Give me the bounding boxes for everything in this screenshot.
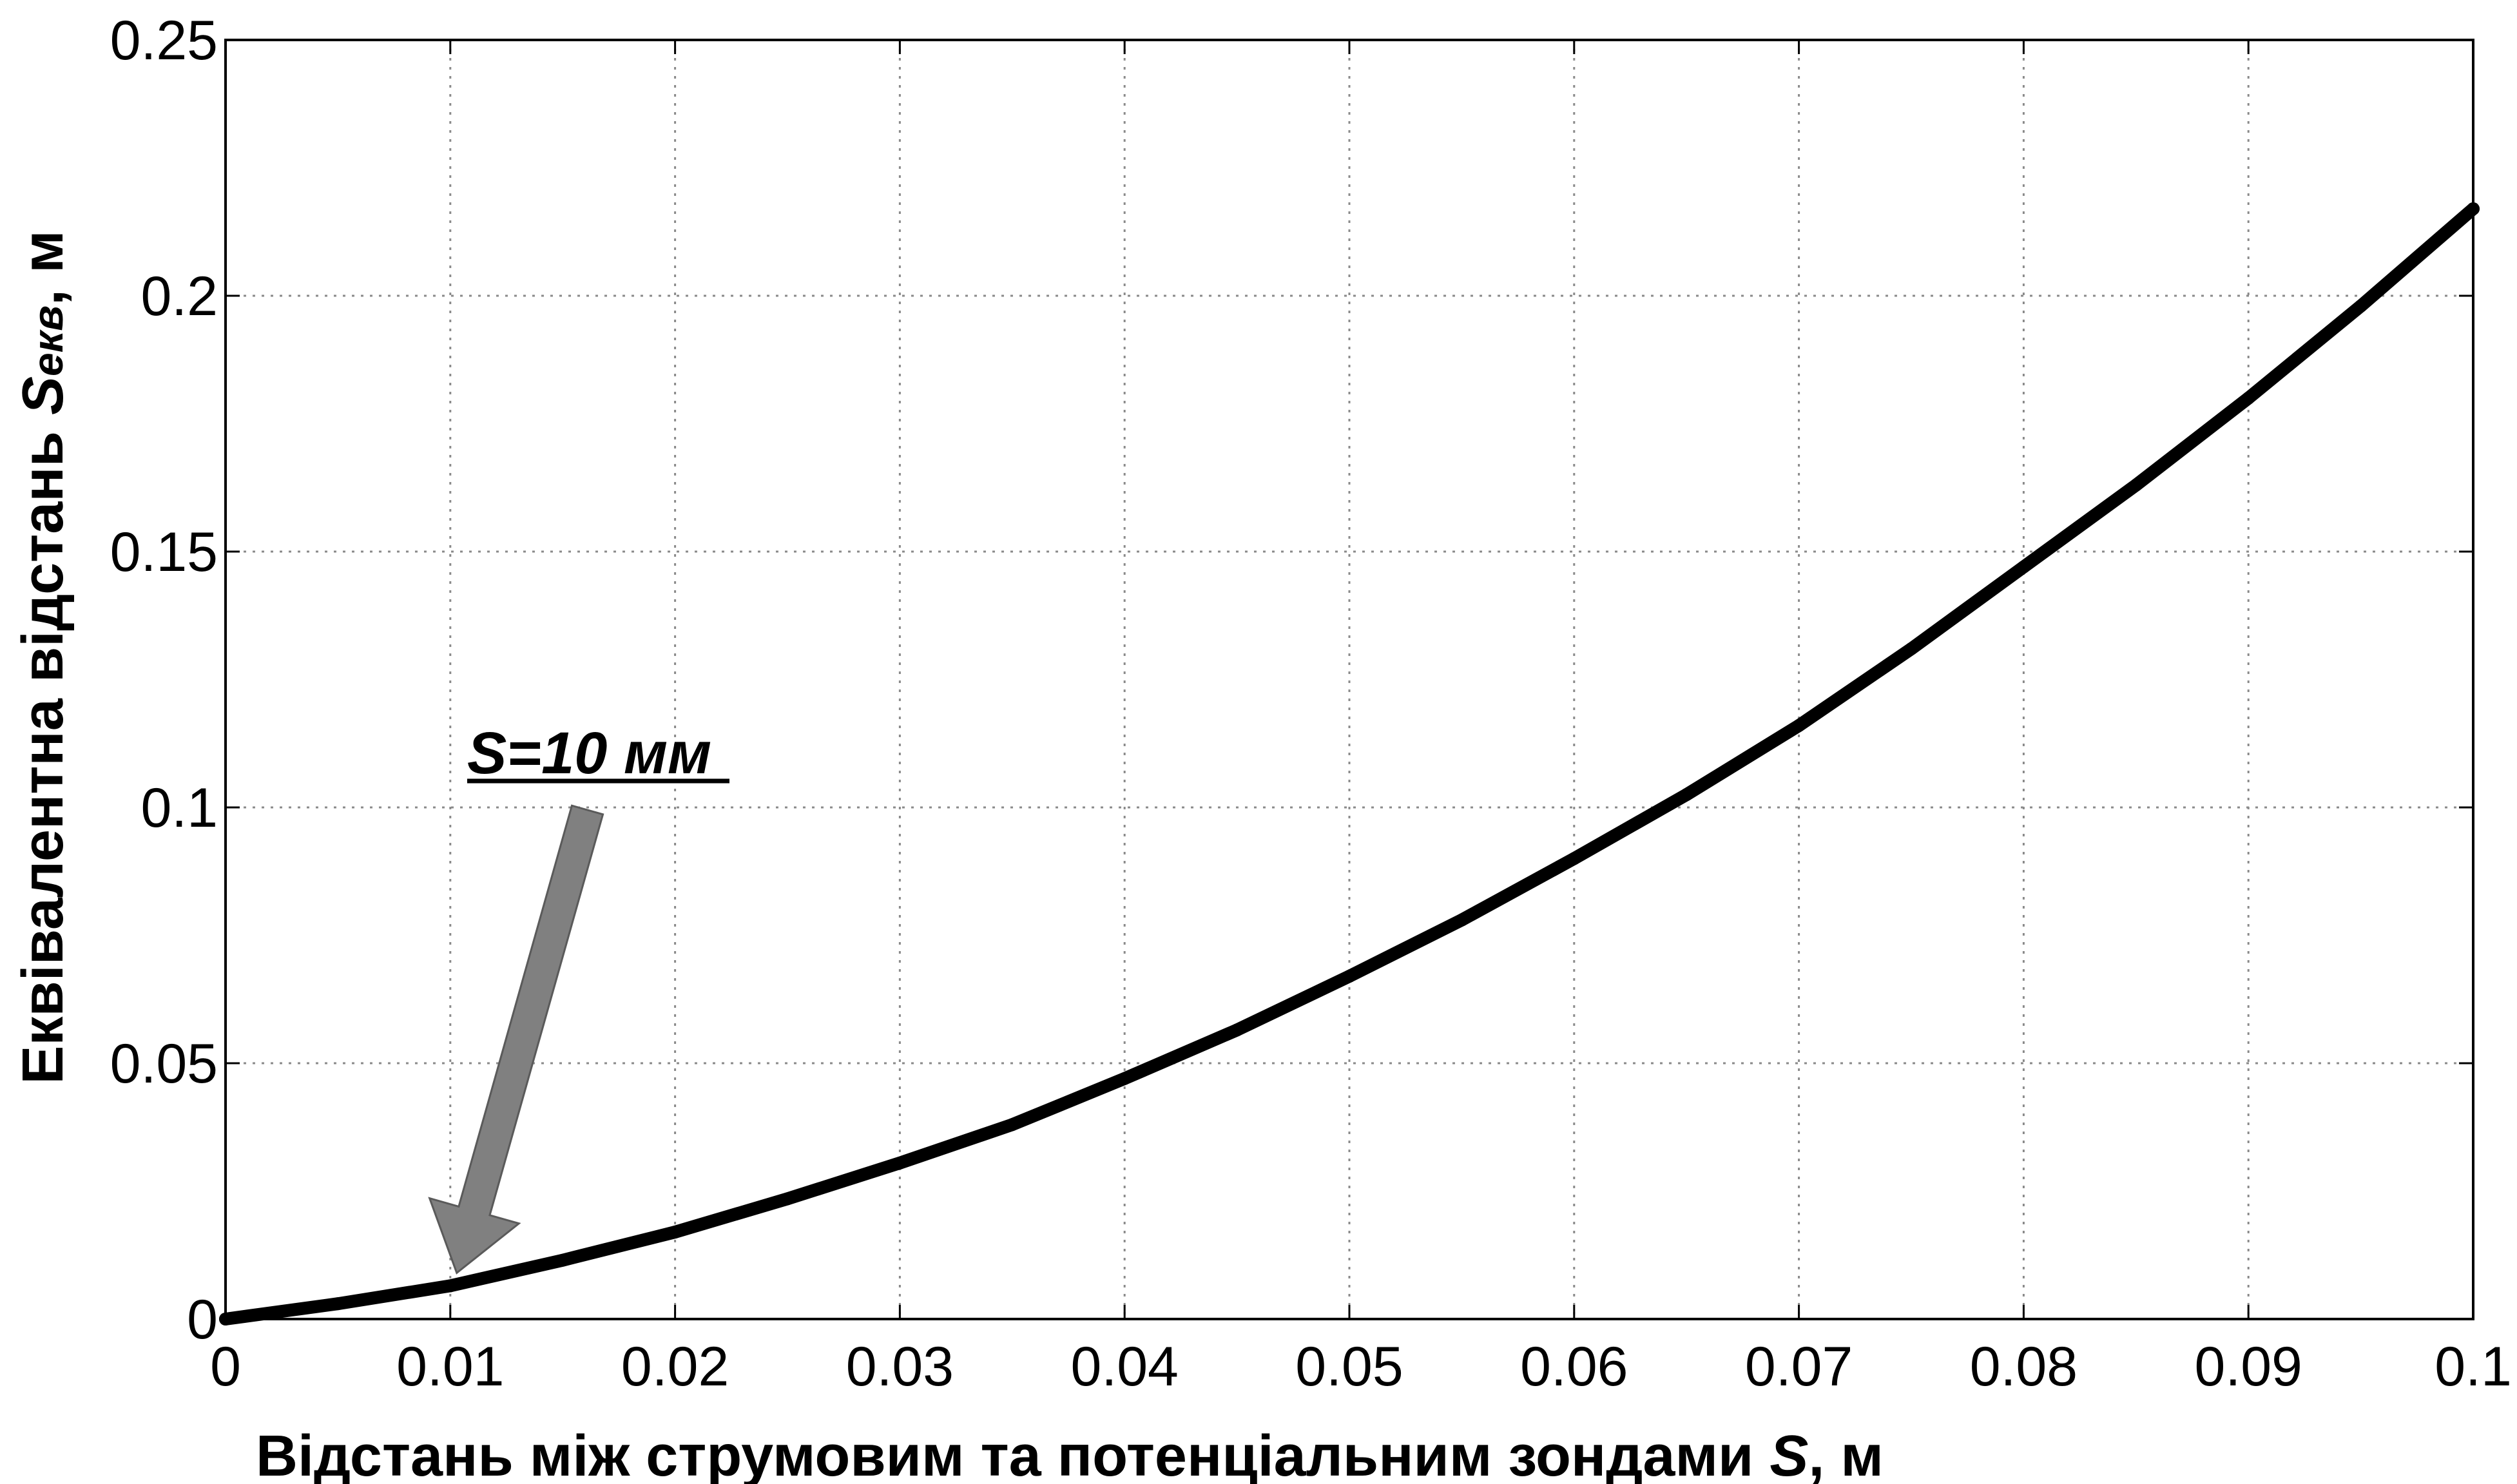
- data-point: [1343, 970, 1356, 983]
- y-tick-label: 0.1: [140, 777, 218, 839]
- tick-marks: [224, 39, 2474, 1320]
- x-tick-label: 0.07: [1745, 1336, 1853, 1398]
- x-axis-title-var: S: [1770, 1424, 1808, 1484]
- data-point: [556, 1253, 570, 1267]
- data-point: [1230, 1023, 1244, 1037]
- data-point: [219, 1313, 232, 1325]
- x-tick-label: 0.01: [396, 1336, 504, 1398]
- x-tick-label: 0.09: [2195, 1336, 2302, 1398]
- x-tick-label: 0.04: [1071, 1336, 1179, 1398]
- y-tick-label: 0: [187, 1289, 218, 1351]
- y-tick-label: 0.25: [110, 10, 218, 72]
- data-point: [1118, 1072, 1132, 1085]
- x-tick-labels: 0 0.01 0.02 0.03 0.04 0.05 0.06 0.07 0.08 0.09 0.1: [210, 1336, 2512, 1398]
- x-tick-label: 0.03: [846, 1336, 954, 1398]
- data-point: [668, 1226, 682, 1239]
- data-point: [331, 1297, 345, 1311]
- data-point: [2354, 299, 2368, 313]
- x-tick-label: 0.1: [2435, 1336, 2512, 1398]
- data-point: [2467, 202, 2480, 216]
- data-point: [1792, 718, 1806, 732]
- y-tick-label: 0.05: [110, 1033, 218, 1095]
- x-axis-title-main: Відстань між струмовим та потенціальним …: [256, 1424, 1770, 1484]
- x-axis-title-unit: , м: [1808, 1424, 1884, 1484]
- y-axis-title-unit: , м: [11, 230, 75, 305]
- x-tick-label: 0.05: [1295, 1336, 1403, 1398]
- y-tick-label: 0.2: [140, 265, 218, 327]
- annotation-label: S=10 мм: [467, 720, 711, 786]
- x-tick-label: 0.06: [1520, 1336, 1628, 1398]
- data-point: [2129, 478, 2143, 492]
- y-axis-title: Еквівалентна відстань Sекв, м: [11, 230, 75, 1084]
- y-tick-labels: 0 0.05 0.1 0.15 0.2 0.25: [110, 10, 218, 1351]
- data-point: [1905, 642, 1918, 655]
- y-axis-title-main: Еквівалентна відстань: [11, 415, 75, 1084]
- data-point: [2242, 391, 2255, 405]
- data-point: [1455, 913, 1469, 927]
- series-points: [219, 202, 2480, 1325]
- x-tick-label: 0: [210, 1336, 241, 1398]
- data-point: [443, 1279, 457, 1293]
- data-point: [893, 1156, 907, 1170]
- data-point: [1005, 1118, 1019, 1132]
- x-tick-label: 0.08: [1970, 1336, 2078, 1398]
- annotation-arrow: [428, 804, 604, 1275]
- y-tick-label: 0.15: [110, 521, 218, 583]
- data-point: [1567, 852, 1581, 865]
- data-point: [2017, 560, 2030, 573]
- y-axis-title-sub: екв: [24, 305, 72, 376]
- data-point: [1680, 788, 1693, 802]
- x-axis-title: Відстань між струмовим та потенціальним …: [256, 1424, 1884, 1484]
- data-point: [781, 1192, 794, 1206]
- x-tick-label: 0.02: [621, 1336, 729, 1398]
- y-axis-title-var: S: [11, 376, 75, 415]
- grid-lines: [226, 40, 2473, 1319]
